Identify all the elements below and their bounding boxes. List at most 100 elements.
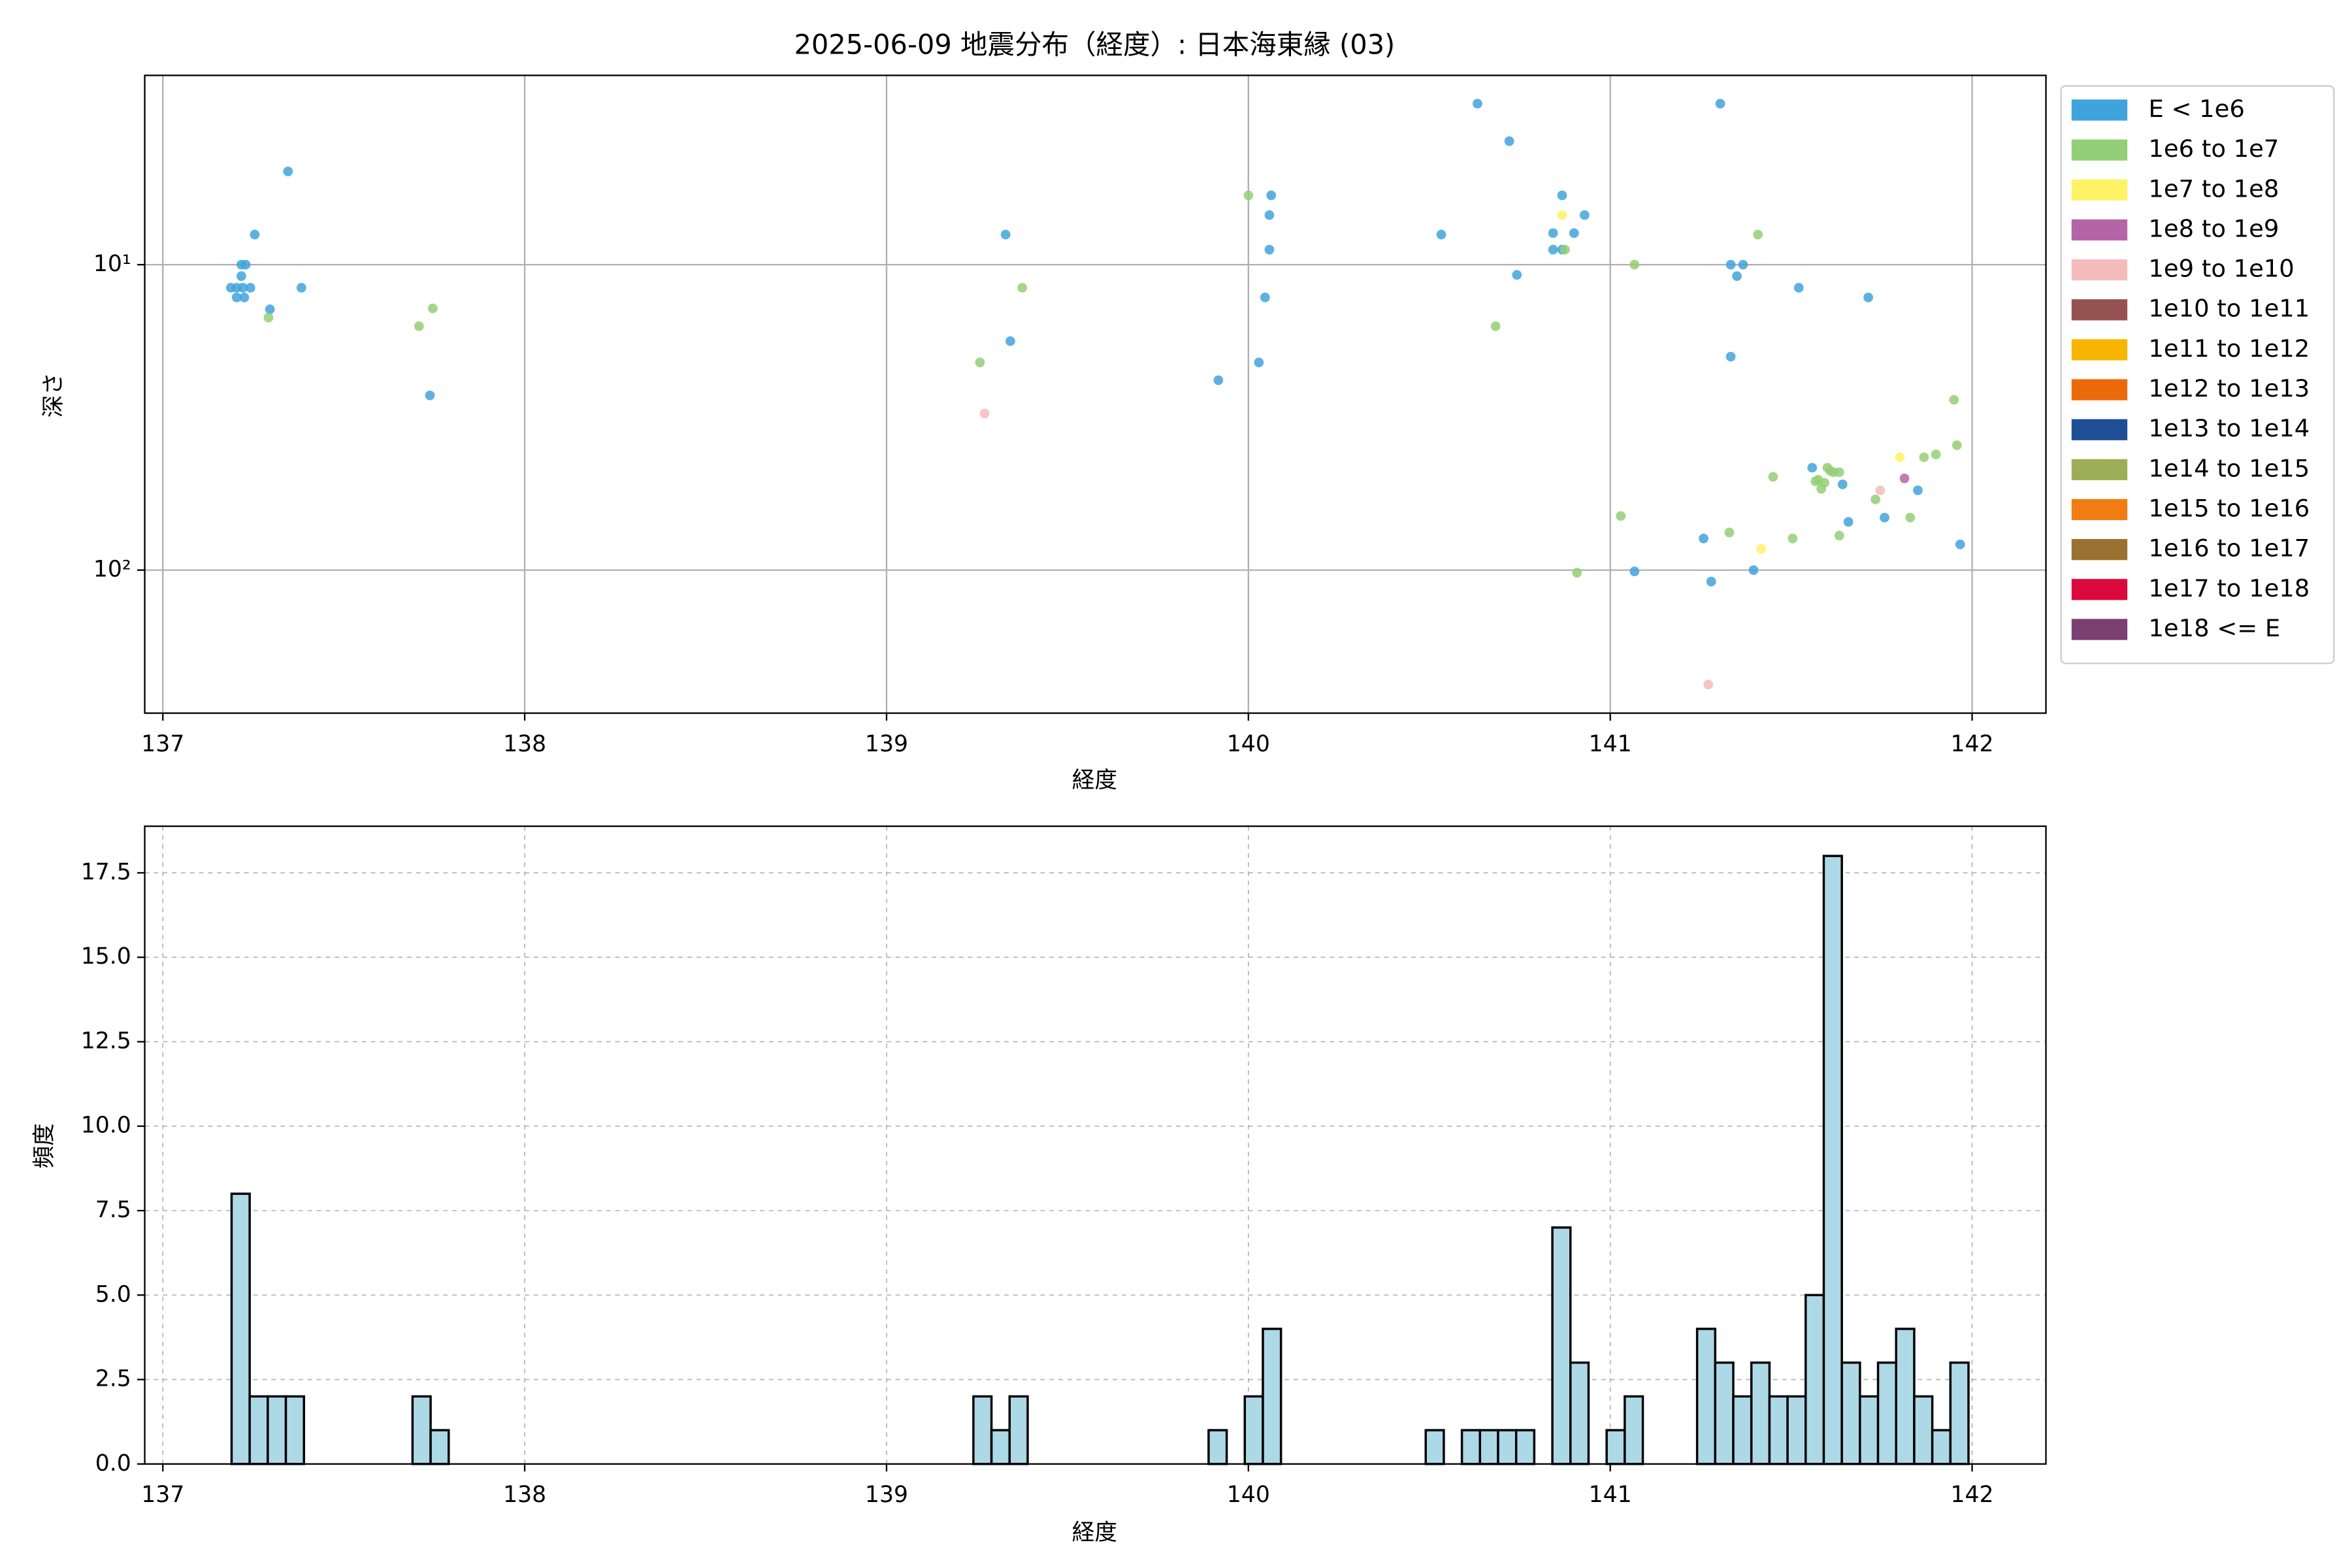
x-tick-label: 139 xyxy=(865,1482,908,1508)
point xyxy=(1753,229,1763,240)
point xyxy=(1706,576,1716,587)
point xyxy=(1017,283,1028,293)
point xyxy=(1629,259,1640,270)
bar xyxy=(1424,1429,1445,1465)
bar xyxy=(1822,855,1843,1465)
point xyxy=(1834,467,1844,478)
point xyxy=(1834,531,1844,541)
legend-label: 1e13 to 1e14 xyxy=(2148,414,2310,442)
point xyxy=(1266,190,1277,201)
legend-swatch xyxy=(2071,99,2128,121)
y-tick-label: 12.5 xyxy=(81,1028,131,1054)
x-tick-label: 138 xyxy=(503,731,546,757)
point xyxy=(1703,679,1714,690)
bar xyxy=(248,1395,269,1465)
plot-frame xyxy=(144,74,2047,714)
bar xyxy=(1605,1429,1626,1465)
point xyxy=(1788,533,1798,544)
point xyxy=(1715,99,1725,109)
point xyxy=(1725,259,1736,270)
legend-swatch xyxy=(2071,259,2128,281)
point xyxy=(1512,270,1522,280)
y-tick-label: 15.0 xyxy=(81,943,131,970)
point xyxy=(1264,210,1275,220)
point xyxy=(1504,136,1514,146)
legend-label: 1e6 to 1e7 xyxy=(2148,135,2279,163)
y-tick-label: 0.0 xyxy=(95,1450,131,1477)
point xyxy=(1905,512,1916,523)
point xyxy=(1732,271,1742,282)
point xyxy=(1629,566,1640,577)
point xyxy=(1436,229,1446,240)
y-tick-label: 10² xyxy=(93,557,131,583)
point xyxy=(1557,210,1567,220)
y-tick-label: 10.0 xyxy=(81,1113,131,1139)
y-tick-label: 5.0 xyxy=(95,1281,131,1307)
y-tick-label: 10¹ xyxy=(93,251,131,277)
legend-swatch xyxy=(2071,459,2128,480)
point xyxy=(1895,452,1905,463)
point xyxy=(296,283,306,293)
legend-label: 1e15 to 1e16 xyxy=(2148,495,2310,523)
points xyxy=(225,99,1965,690)
x-tick-label: 141 xyxy=(1589,731,1632,757)
x-tick-label: 142 xyxy=(1951,1482,1994,1508)
point xyxy=(265,304,275,314)
bar xyxy=(1750,1361,1771,1465)
point xyxy=(1919,452,1929,463)
point xyxy=(1557,190,1567,201)
x-axis-label: 経度 xyxy=(1072,767,1117,793)
point xyxy=(1843,517,1854,527)
point xyxy=(1490,321,1501,331)
point xyxy=(239,292,250,302)
bar xyxy=(1551,1226,1572,1465)
bar xyxy=(1514,1429,1536,1465)
legend-swatch xyxy=(2071,419,2128,440)
point xyxy=(1825,466,1835,476)
point xyxy=(250,229,260,240)
point xyxy=(240,259,251,270)
bar xyxy=(1840,1361,1861,1465)
chart-title: 2025-06-09 地震分布（経度）: 日本海東縁 (03) xyxy=(794,29,1395,61)
bar xyxy=(1497,1429,1518,1465)
point xyxy=(979,408,990,419)
legend-swatch xyxy=(2071,219,2128,241)
bar xyxy=(230,1192,251,1465)
point xyxy=(425,390,435,400)
bar xyxy=(429,1429,450,1465)
point xyxy=(1952,440,1962,450)
x-tick-label: 141 xyxy=(1589,1482,1632,1508)
legend-swatch xyxy=(2071,139,2128,161)
x-tick-label: 140 xyxy=(1227,1482,1270,1508)
point xyxy=(238,283,248,293)
x-axis-label: 経度 xyxy=(1072,1520,1117,1546)
bar xyxy=(1262,1328,1282,1465)
bar xyxy=(1569,1361,1590,1465)
bar xyxy=(284,1395,305,1465)
bar xyxy=(1624,1395,1644,1465)
point xyxy=(1768,472,1778,482)
x-tick-label: 138 xyxy=(503,1482,546,1508)
bar xyxy=(267,1395,287,1465)
x-tick-label: 137 xyxy=(141,731,184,757)
bar xyxy=(1913,1395,1934,1465)
point xyxy=(1880,512,1889,523)
point xyxy=(245,283,255,293)
bar xyxy=(1949,1361,1970,1465)
y-axis-label: 頻度 xyxy=(31,1123,57,1168)
point xyxy=(975,357,985,368)
bar xyxy=(1768,1395,1789,1465)
legend-swatch xyxy=(2071,299,2128,321)
bar xyxy=(1695,1328,1717,1465)
legend-label: 1e11 to 1e12 xyxy=(2148,335,2310,363)
point xyxy=(263,312,274,323)
point xyxy=(1000,229,1011,240)
legend-swatch xyxy=(2071,339,2128,361)
legend: E < 1e6 1e6 to 1e7 1e7 to 1e8 1e8 to 1e9 1e9… xyxy=(2060,85,2335,664)
point xyxy=(1473,99,1482,109)
bar xyxy=(1207,1429,1228,1465)
point xyxy=(1955,539,1965,549)
